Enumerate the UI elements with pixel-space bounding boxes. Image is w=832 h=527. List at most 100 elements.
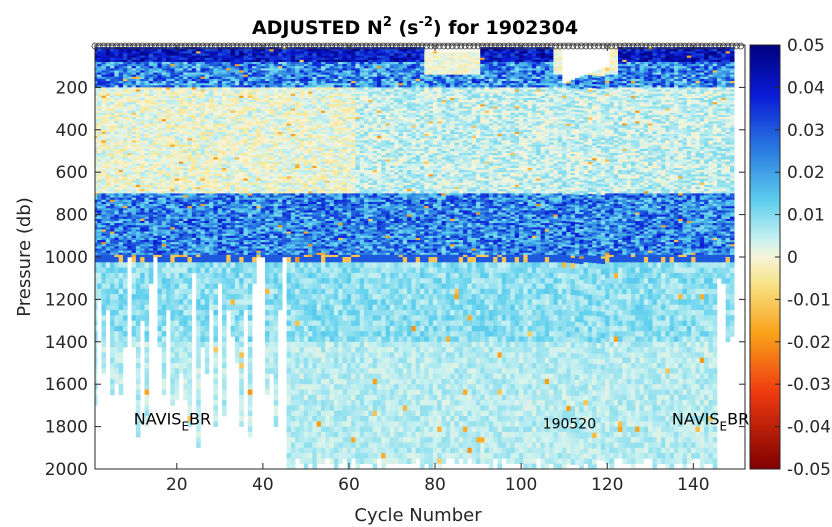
heatmap-cell: [269, 68, 274, 70]
heatmap-cell: [170, 119, 175, 121]
heatmap-cell: [213, 174, 218, 176]
heatmap-cell: [175, 363, 180, 369]
heatmap-cell: [166, 227, 171, 229]
heatmap-cell: [265, 310, 270, 316]
heatmap-cell: [200, 198, 205, 200]
heatmap-cell: [97, 257, 102, 263]
heatmap-cell: [222, 191, 227, 193]
heatmap-cell: [252, 234, 257, 236]
heatmap-cell: [132, 206, 137, 208]
heatmap-cell: [188, 77, 193, 79]
heatmap-cell: [213, 153, 218, 155]
heatmap-cell: [265, 121, 270, 123]
heatmap-cell: [265, 384, 270, 390]
heatmap-cell: [274, 121, 279, 123]
heatmap-cell: [200, 102, 205, 104]
heatmap-cell: [114, 215, 119, 217]
heatmap-cell: [132, 49, 137, 51]
heatmap-cell: [248, 119, 253, 121]
heatmap-cell: [162, 132, 167, 134]
heatmap-cell: [188, 147, 193, 149]
heatmap-cell: [97, 66, 102, 68]
heatmap-cell: [166, 96, 171, 98]
heatmap-cell: [222, 240, 227, 242]
heatmap-cell: [123, 66, 128, 68]
heatmap-cell: [269, 126, 274, 128]
heatmap-cell: [231, 83, 236, 85]
heatmap-cell: [192, 60, 197, 62]
heatmap-cell: [196, 68, 201, 70]
heatmap-cell: [153, 153, 158, 155]
heatmap-cell: [226, 238, 231, 240]
heatmap-cell: [213, 94, 218, 96]
heatmap-cell: [226, 179, 231, 181]
heatmap-cell: [222, 284, 227, 290]
heatmap-cell: [248, 115, 253, 117]
heatmap-cell: [256, 49, 261, 51]
heatmap-cell: [235, 155, 240, 157]
heatmap-cell: [188, 278, 193, 284]
heatmap-cell: [213, 193, 218, 195]
heatmap-cell: [162, 126, 167, 128]
heatmap-cell: [231, 299, 236, 305]
heatmap-cell: [244, 234, 249, 236]
heatmap-cell: [209, 79, 214, 81]
heatmap-cell: [140, 198, 145, 200]
heatmap-cell: [188, 215, 193, 217]
heatmap-cell: [106, 185, 111, 187]
heatmap-cell: [123, 255, 128, 257]
heatmap-cell: [192, 185, 197, 187]
heatmap-cell: [119, 115, 124, 117]
heatmap-cell: [209, 58, 214, 60]
heatmap-cell: [140, 210, 145, 212]
heatmap-cell: [205, 253, 210, 255]
heatmap-cell: [110, 206, 115, 208]
heatmap-cell: [166, 134, 171, 136]
heatmap-cell: [145, 68, 150, 70]
heatmap-cell: [200, 106, 205, 108]
heatmap-cell: [162, 172, 167, 174]
heatmap-cell: [256, 83, 261, 85]
heatmap-cell: [248, 240, 253, 242]
heatmap-cell: [222, 145, 227, 147]
heatmap-cell: [200, 176, 205, 178]
heatmap-cell: [265, 227, 270, 229]
heatmap-cell: [256, 132, 261, 134]
heatmap-cell: [222, 60, 227, 62]
heatmap-cell: [140, 128, 145, 130]
heatmap-cell: [166, 106, 171, 108]
heatmap-cell: [97, 244, 102, 246]
heatmap-cell: [110, 331, 115, 337]
heatmap-cell: [226, 83, 231, 85]
heatmap-cell: [209, 147, 214, 149]
heatmap-cell: [222, 331, 227, 337]
heatmap-cell: [153, 240, 158, 242]
heatmap-cell: [261, 189, 266, 191]
heatmap-cell: [97, 117, 102, 119]
heatmap-cell: [213, 90, 218, 92]
heatmap-cell: [140, 191, 145, 193]
heatmap-cell: [170, 83, 175, 85]
heatmap-cell: [244, 212, 249, 214]
heatmap-cell: [183, 143, 188, 145]
heatmap-cell: [218, 168, 223, 170]
heatmap-cell: [119, 278, 124, 284]
heatmap-cell: [132, 221, 137, 223]
heatmap-cell: [179, 246, 184, 248]
heatmap-cell: [170, 104, 175, 106]
heatmap-cell: [170, 140, 175, 142]
heatmap-cell: [119, 62, 124, 64]
heatmap-cell: [252, 151, 257, 153]
heatmap-cell: [175, 164, 180, 166]
heatmap-cell: [244, 176, 249, 178]
heatmap-cell: [157, 183, 162, 185]
heatmap-cell: [231, 321, 236, 327]
heatmap-cell: [153, 121, 158, 123]
heatmap-cell: [140, 100, 145, 102]
heatmap-cell: [153, 204, 158, 206]
heatmap-cell: [222, 379, 227, 385]
heatmap-cell: [157, 151, 162, 153]
heatmap-cell: [106, 104, 111, 106]
heatmap-cell: [265, 77, 270, 79]
heatmap-cell: [119, 121, 124, 123]
